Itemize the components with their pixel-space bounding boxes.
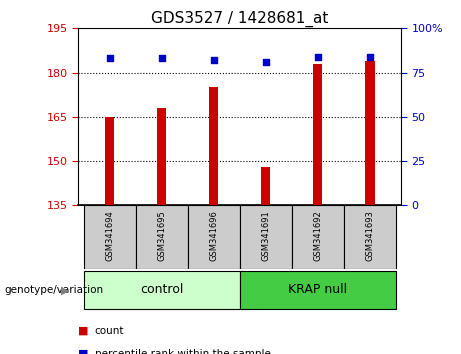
Bar <box>83 205 136 269</box>
Bar <box>157 108 166 205</box>
Text: GSM341694: GSM341694 <box>105 210 114 261</box>
Text: ▶: ▶ <box>61 285 69 295</box>
Text: ■: ■ <box>78 326 89 336</box>
Bar <box>365 61 374 205</box>
Bar <box>240 271 396 309</box>
Text: count: count <box>95 326 124 336</box>
Title: GDS3527 / 1428681_at: GDS3527 / 1428681_at <box>151 11 328 27</box>
Bar <box>188 205 240 269</box>
Point <box>158 56 165 61</box>
Text: GSM341696: GSM341696 <box>209 210 218 261</box>
Text: control: control <box>140 283 183 296</box>
Text: GSM341692: GSM341692 <box>313 210 322 261</box>
Point <box>366 54 373 59</box>
Bar <box>136 205 188 269</box>
Point <box>210 57 218 63</box>
Bar <box>261 167 271 205</box>
Text: GSM341695: GSM341695 <box>157 210 166 261</box>
Point <box>106 56 113 61</box>
Text: GSM341691: GSM341691 <box>261 210 270 261</box>
Bar <box>83 271 240 309</box>
Point <box>262 59 269 65</box>
Text: KRAP null: KRAP null <box>288 283 347 296</box>
Point <box>314 54 321 59</box>
Bar <box>240 205 292 269</box>
Text: GSM341693: GSM341693 <box>365 210 374 261</box>
Bar <box>209 87 219 205</box>
Bar <box>344 205 396 269</box>
Text: percentile rank within the sample: percentile rank within the sample <box>95 349 271 354</box>
Text: ■: ■ <box>78 349 89 354</box>
Bar <box>105 117 114 205</box>
Bar <box>313 64 323 205</box>
Text: genotype/variation: genotype/variation <box>5 285 104 295</box>
Bar <box>292 205 344 269</box>
